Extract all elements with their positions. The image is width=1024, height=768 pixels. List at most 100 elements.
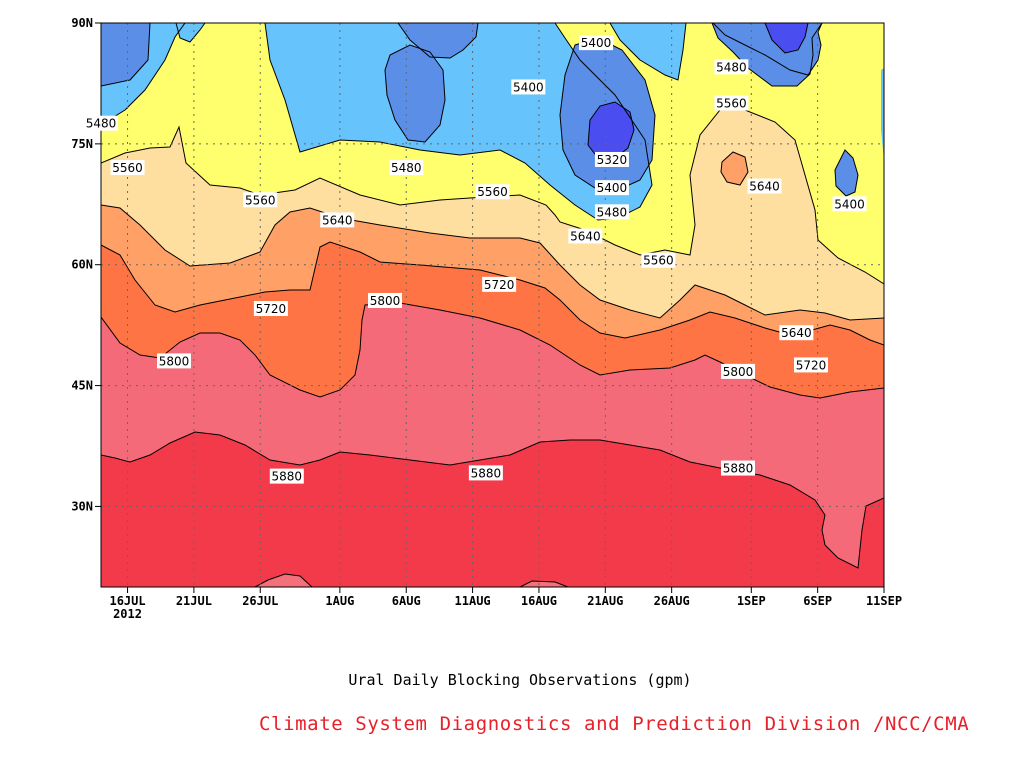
contour-label-bg [475, 184, 510, 200]
contour-label: 5560 [243, 192, 278, 208]
contour-label: 5400 [594, 180, 629, 196]
contour-label-bg [243, 192, 278, 208]
contour-label-text: 5880 [272, 470, 303, 484]
contour-label-bg [156, 353, 191, 369]
contour-label: 5880 [269, 468, 304, 484]
contour-label-text: 5880 [471, 466, 502, 480]
contour-label: 5560 [641, 252, 676, 268]
contour-label-bg [721, 363, 756, 379]
contour-label-bg [832, 196, 867, 212]
contour-label-bg [511, 79, 546, 95]
contour-label-text: 5400 [597, 181, 628, 195]
x-tick-label: 21JUL [176, 594, 212, 608]
x-tick-label: 1AUG [325, 594, 354, 608]
contour-label: 5720 [794, 357, 829, 373]
x-tick-label: 16JUL [109, 594, 145, 608]
contour-label-text: 5800 [723, 365, 754, 379]
x-tick-label: 1SEP [737, 594, 766, 608]
contour-label-bg [594, 180, 629, 196]
contour-fill-ge5960 [255, 574, 312, 587]
x-tick-label: 6SEP [803, 594, 832, 608]
contour-label-text: 5800 [370, 294, 401, 308]
contour-label: 5480 [389, 160, 424, 176]
contour-label: 5640 [568, 228, 603, 244]
contour-label-text: 5720 [796, 358, 827, 372]
contour-label-text: 5560 [643, 254, 674, 268]
contour-label-bg [579, 35, 614, 51]
contour-label: 5720 [482, 276, 517, 292]
contour-fill-lt5320 [765, 23, 808, 53]
contour-label-bg [568, 228, 603, 244]
y-tick-label: 60N [71, 258, 93, 272]
contour-label-text: 5560 [245, 193, 276, 207]
contour-label: 5640 [320, 212, 355, 228]
contour-label-bg [269, 468, 304, 484]
contour-label-bg [714, 95, 749, 111]
contour-label-bg [721, 460, 756, 476]
contour-label-text: 5640 [781, 326, 812, 340]
contour-labels: 5400 5400 5480 5480 5480 5560 5560 5560 5560 5320… [84, 35, 867, 484]
x-tick-label: 26AUG [654, 594, 690, 608]
chart-title: Ural Daily Blocking Observations (gpm) [348, 671, 692, 689]
contour-label: 5480 [714, 59, 749, 75]
contour-label: 5800 [721, 363, 756, 379]
contour-label: 5800 [156, 353, 191, 369]
contour-label-text: 5640 [322, 213, 353, 227]
contour-label: 5880 [468, 465, 503, 481]
x-axis-labels: 16JUL 21JUL 26JUL 1AUG 6AUG 11AUG 16AUG 21AUG 26… [109, 594, 902, 621]
contour-label-bg [714, 59, 749, 75]
contour-label: 5560 [110, 160, 145, 176]
contour-fill-lt5480 [385, 45, 445, 142]
contour-label: 5320 [594, 151, 629, 167]
contour-label-text: 5640 [570, 230, 601, 244]
contour-label-text: 5480 [716, 60, 747, 74]
y-tick-label: 75N [71, 137, 93, 151]
contour-label: 5480 [594, 204, 629, 220]
contour-label-text: 5560 [477, 185, 508, 199]
contour-label-text: 5400 [513, 80, 544, 94]
contour-label-bg [641, 252, 676, 268]
contour-label: 5640 [779, 325, 814, 341]
contour-label: 5560 [714, 95, 749, 111]
contour-label-bg [794, 357, 829, 373]
contour-fill-lt5480 [835, 150, 858, 196]
contour-label-bg [368, 292, 403, 308]
contour-label-text: 5800 [159, 354, 190, 368]
contour-label: 5560 [475, 184, 510, 200]
contour-label-bg [468, 465, 503, 481]
contour-label: 5400 [511, 79, 546, 95]
contour-fill-lt5480 [398, 23, 478, 58]
contour-label-bg [482, 276, 517, 292]
contour-label-text: 5400 [834, 197, 865, 211]
x-tick-label: 26JUL [242, 594, 278, 608]
contour-label-text: 5720 [256, 302, 287, 316]
contour-label: 5800 [368, 292, 403, 308]
contour-label-text: 5480 [597, 205, 628, 219]
contour-label-bg [389, 160, 424, 176]
contour-fill-lt5320 [588, 102, 634, 160]
contour-label-bg [594, 204, 629, 220]
contour-label-text: 5640 [749, 180, 780, 194]
x-tick-label: 6AUG [392, 594, 421, 608]
x-tick-label: 11AUG [455, 594, 491, 608]
contour-label: 5400 [832, 196, 867, 212]
x-tick-label: 21AUG [587, 594, 623, 608]
contour-label-text: 5560 [112, 161, 143, 175]
x-tick-label: 16AUG [521, 594, 557, 608]
contour-label-bg [747, 178, 782, 194]
contour-label-bg [84, 115, 118, 131]
y-tick-label: 45N [71, 379, 93, 393]
contour-label-bg [110, 160, 145, 176]
contour-label-text: 5400 [581, 36, 612, 50]
contour-label-text: 5320 [597, 153, 628, 167]
contour-label-text: 5880 [723, 462, 754, 476]
contour-label-text: 5480 [86, 117, 117, 131]
contour-fill-5560-5640 [721, 152, 748, 185]
y-tick-label: 30N [71, 499, 93, 513]
x-tick-label: 11SEP [866, 594, 902, 608]
contour-label: 5720 [253, 301, 288, 317]
contour-label-text: 5560 [716, 97, 747, 111]
credit-line: Climate System Diagnostics and Predictio… [259, 713, 970, 735]
y-axis-labels: 30N 45N 60N 75N 90N [71, 16, 93, 513]
